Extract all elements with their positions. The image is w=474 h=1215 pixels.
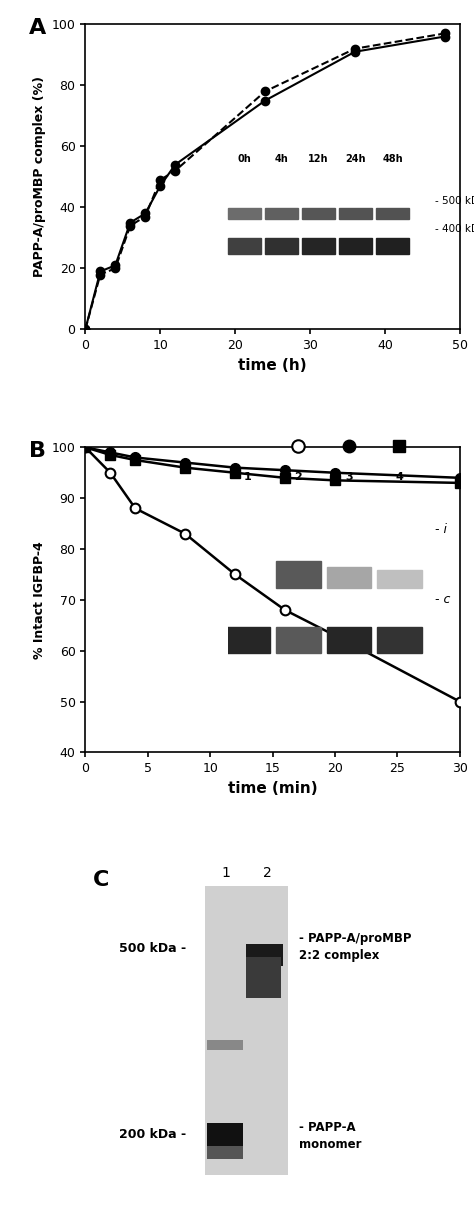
Bar <box>246 944 283 966</box>
X-axis label: time (h): time (h) <box>238 357 307 373</box>
Bar <box>207 1124 243 1146</box>
Text: - 500 kDa: - 500 kDa <box>436 197 474 207</box>
Text: - i: - i <box>436 524 447 536</box>
Bar <box>207 1146 243 1159</box>
Text: 500 kDa -: 500 kDa - <box>119 943 186 955</box>
Y-axis label: % Intact IGFBP-4: % Intact IGFBP-4 <box>33 541 46 659</box>
Text: C: C <box>93 870 109 891</box>
Bar <box>207 1040 243 1050</box>
Text: 2: 2 <box>263 866 271 880</box>
Text: - PAPP-A/proMBP
2:2 complex: - PAPP-A/proMBP 2:2 complex <box>299 932 411 962</box>
Y-axis label: PAPP-A/proMBP complex (%): PAPP-A/proMBP complex (%) <box>33 77 46 277</box>
Text: - PAPP-A
monomer: - PAPP-A monomer <box>299 1121 361 1152</box>
Text: 200 kDa -: 200 kDa - <box>119 1129 186 1141</box>
Text: 1: 1 <box>221 866 230 880</box>
X-axis label: time (min): time (min) <box>228 781 318 796</box>
Text: B: B <box>29 441 46 462</box>
Bar <box>205 886 288 1175</box>
Text: - 400 kDa: - 400 kDa <box>436 224 474 233</box>
Text: - c: - c <box>436 593 451 606</box>
Bar <box>246 957 281 999</box>
Text: A: A <box>29 18 46 38</box>
